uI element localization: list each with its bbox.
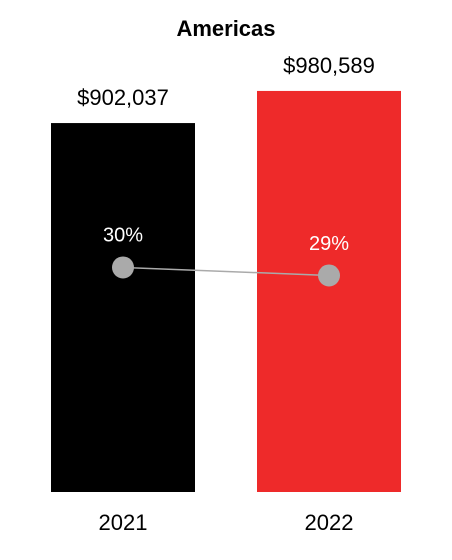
value-label: 29%: [309, 233, 349, 255]
marker: [112, 256, 134, 279]
value-label: $902,037: [77, 85, 169, 110]
line: [122, 266, 330, 277]
value-label: $980,589: [283, 53, 375, 78]
marker: [318, 264, 340, 287]
value-label: 30%: [103, 225, 143, 247]
bar: [257, 90, 401, 493]
bar: [51, 123, 195, 492]
chart-title: Americas: [176, 16, 275, 41]
x-tick-label: 2021: [99, 510, 148, 535]
x-tick-label: 2022: [305, 510, 354, 535]
